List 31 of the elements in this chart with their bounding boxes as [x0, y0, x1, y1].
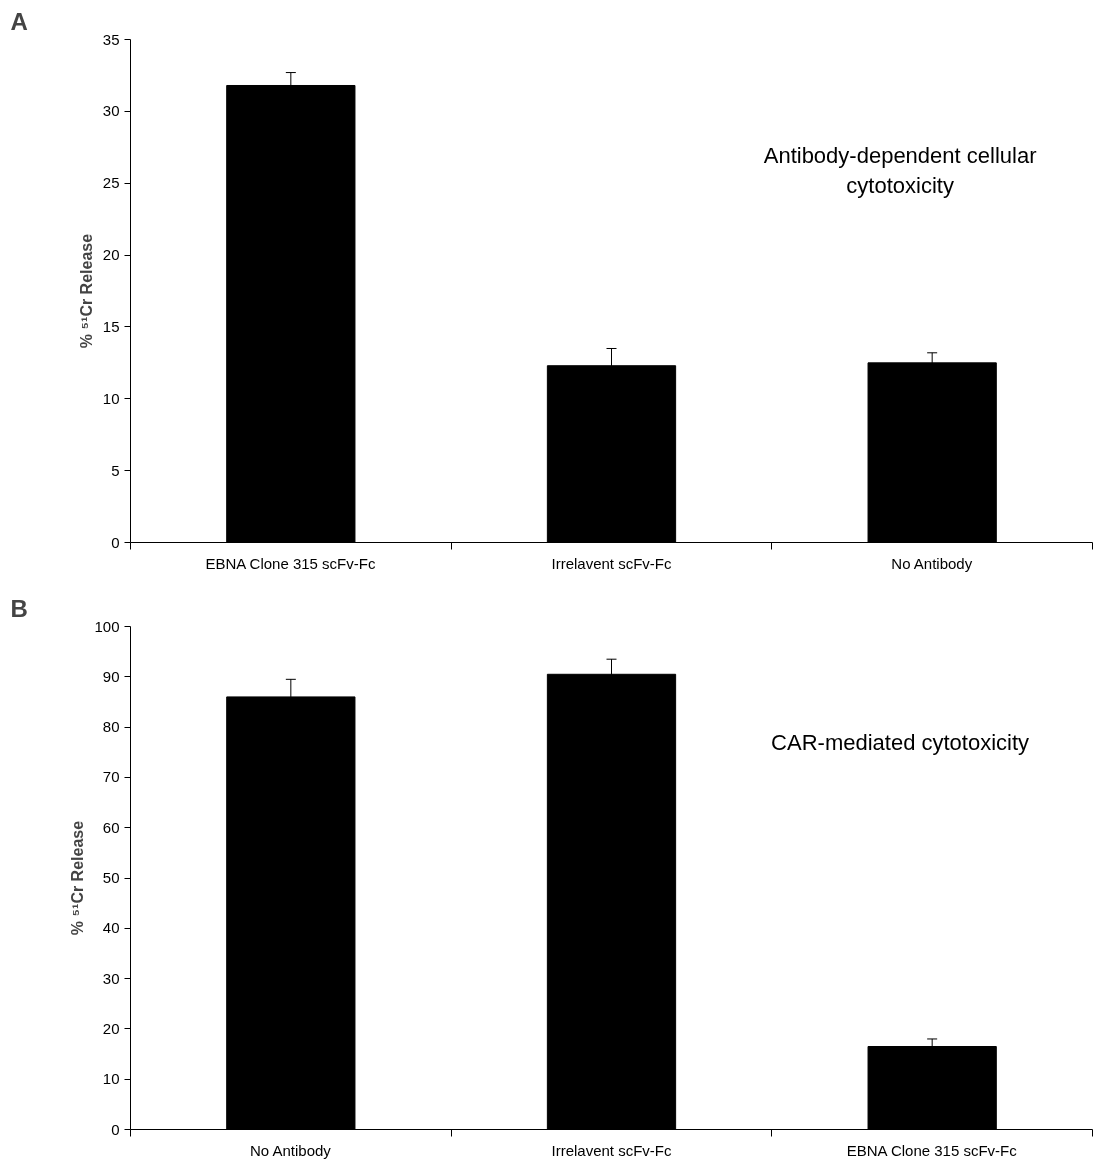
x-tick-label: No Antibody — [891, 554, 973, 572]
y-tick-label: 0 — [111, 1120, 120, 1138]
y-tick-label: 40 — [102, 919, 120, 937]
y-tick-label: 0 — [111, 533, 120, 551]
x-tick-label: Irrelavent scFv-Fc — [551, 554, 673, 572]
text: B — [10, 594, 28, 622]
y-tick-label: 15 — [102, 317, 120, 335]
y-axis-title: % ⁵¹Cr Release — [69, 820, 87, 936]
y-tick-label: 80 — [102, 718, 120, 736]
annotation: Antibody-dependent cellular cytotoxicity — [763, 142, 1037, 198]
y-tick-label: 10 — [102, 389, 120, 407]
x-tick-label: No Antibody — [249, 1141, 332, 1159]
y-tick-label: 50 — [102, 869, 120, 886]
y-tick-label: 35 — [102, 30, 120, 48]
y-tick-label: 30 — [102, 102, 120, 120]
y-tick-label: 20 — [102, 246, 120, 264]
annotation: CAR-mediated cytotoxicity — [771, 729, 1030, 755]
x-tick-label: EBNA Clone 315 scFv-Fc — [205, 554, 376, 572]
y-tick-label: 25 — [102, 174, 120, 192]
y-tick-label: 100 — [94, 617, 120, 635]
text: A — [10, 7, 28, 35]
x-tick-label: EBNA Clone 315 scFv-Fc — [846, 1141, 1018, 1159]
y-axis-title: % ⁵¹Cr Release — [77, 233, 95, 349]
y-tick-label: 70 — [102, 768, 120, 786]
x-tick-label: Irrelavent scFv-Fc — [551, 1141, 673, 1159]
y-tick-label: 10 — [102, 1070, 120, 1088]
y-tick-label: 5 — [111, 461, 120, 479]
y-tick-label: 30 — [102, 969, 120, 987]
y-tick-label: 60 — [102, 818, 120, 836]
y-tick-label: 20 — [102, 1019, 120, 1037]
y-tick-label: 90 — [102, 667, 120, 685]
